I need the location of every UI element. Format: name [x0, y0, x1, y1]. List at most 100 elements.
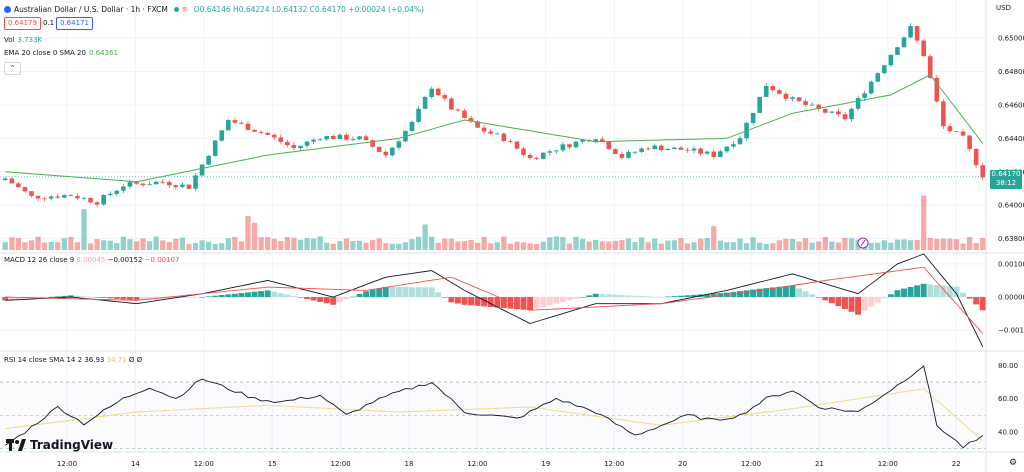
- candle: [836, 108, 841, 117]
- time-tick-label: 22: [952, 460, 961, 468]
- macd-hist-bar: [973, 297, 980, 305]
- macd-hist-bar: [684, 295, 691, 298]
- macd-legend[interactable]: MACD 12 26 close 9 0.00045 −0.00152 −0.0…: [4, 256, 179, 264]
- candle: [783, 92, 789, 102]
- volume-bar: [737, 238, 743, 250]
- currency-label[interactable]: USD: [996, 4, 1011, 12]
- candle: [107, 191, 113, 197]
- candle: [206, 154, 211, 166]
- volume-bar: [514, 241, 520, 250]
- replay-icon[interactable]: [857, 237, 869, 249]
- symbol-title[interactable]: Australian Dollar / U.S. Dollar · 1h · F…: [14, 4, 168, 14]
- macd-hist-bar: [842, 297, 848, 309]
- volume-bar: [914, 239, 920, 250]
- candle: [409, 120, 415, 132]
- candle: [101, 194, 106, 206]
- candle: [704, 150, 710, 155]
- macd-hist-bar: [454, 297, 461, 304]
- price-axis[interactable]: 0.650000.648000.646000.644000.642000.640…: [998, 35, 1024, 437]
- time-tick-label: 12:00: [331, 460, 351, 468]
- macd-hist-bar: [717, 293, 724, 298]
- macd-hist-bar: [271, 291, 278, 298]
- candle: [855, 95, 861, 111]
- candle: [173, 184, 179, 190]
- volume-bar: [402, 242, 409, 250]
- macd-hist-bar: [914, 285, 921, 298]
- volume-bar: [743, 243, 750, 250]
- macd-hist-bar: [350, 296, 356, 298]
- volume-bar: [265, 237, 271, 250]
- candle: [567, 143, 572, 150]
- macd-hist-bar: [835, 297, 842, 307]
- tradingview-logo: TradingView: [6, 438, 113, 452]
- macd-hist-bar: [376, 288, 383, 298]
- candle: [232, 117, 238, 124]
- last-price-tag: 0.64170 38:12: [990, 169, 1022, 189]
- macd-signal-line: [5, 266, 984, 334]
- volume-bar: [15, 238, 22, 250]
- volume-bar: [278, 240, 284, 250]
- candle: [809, 101, 815, 106]
- menu-icon[interactable]: ≡: [181, 5, 188, 13]
- macd-hist-bar: [540, 297, 547, 307]
- candle: [147, 181, 152, 186]
- volume-bar: [481, 236, 487, 250]
- macd-hist-bar: [527, 297, 534, 311]
- candle: [55, 193, 61, 199]
- gear-icon[interactable]: ⚙: [1009, 458, 1018, 468]
- candle: [665, 148, 671, 151]
- macd-hist-bar: [218, 295, 225, 298]
- candle: [9, 176, 15, 184]
- macd-hist-bar: [290, 296, 297, 298]
- candle: [68, 194, 74, 197]
- macd-hist-bar: [186, 297, 192, 298]
- macd-line: [5, 253, 984, 347]
- macd-hist-bar: [901, 288, 907, 298]
- volume-bar: [770, 243, 776, 250]
- macd-hist-bar: [625, 295, 632, 298]
- volume-bar: [757, 242, 763, 250]
- time-axis[interactable]: 12:00 14 12:00 15 12:00 18 12:00 19 12:00 20 12:00…: [57, 460, 961, 468]
- volume-bar: [455, 241, 461, 250]
- volume-legend[interactable]: Vol 3.733K: [4, 36, 42, 44]
- rsi-legend[interactable]: RSI 14 close SMA 14 2 36.93 34.71 Ø Ø: [4, 356, 142, 364]
- macd-hist-bar: [946, 286, 953, 298]
- spread-value: 0.1: [43, 19, 55, 27]
- macd-hist-bar: [599, 294, 606, 298]
- macd-hist-bar: [343, 297, 350, 300]
- volume-bar: [74, 242, 81, 250]
- ema-legend[interactable]: EMA 20 close 0 SMA 20 0.64361: [4, 49, 118, 57]
- candle: [777, 88, 782, 95]
- macd-hist-bar: [638, 296, 645, 298]
- candle: [540, 152, 546, 160]
- time-tick-label: 19: [541, 460, 550, 468]
- candle: [468, 115, 474, 123]
- volume-bar: [684, 243, 691, 250]
- buy-price-button[interactable]: 0.64171: [56, 17, 93, 30]
- sell-price-button[interactable]: 0.64179: [4, 17, 41, 30]
- volume-bar: [232, 236, 238, 250]
- rsi-tick-label: 80.00: [998, 362, 1018, 370]
- candle: [796, 97, 802, 102]
- time-tick-label: 21: [815, 460, 824, 468]
- macd-hist-bar: [769, 287, 776, 298]
- macd-hist-bar: [323, 297, 330, 304]
- volume-bar: [258, 237, 264, 250]
- volume-bar: [219, 243, 225, 250]
- market-open-dot-icon: [173, 6, 179, 12]
- macd-hist-bar: [796, 288, 802, 298]
- macd-hist-bar: [297, 297, 304, 298]
- candle: [140, 182, 146, 188]
- macd-hist-bar: [277, 293, 284, 298]
- chevron-up-icon[interactable]: ⌃: [4, 62, 21, 75]
- macd-hist-bar: [87, 296, 94, 298]
- candle: [731, 141, 736, 149]
- volume-bar: [776, 240, 782, 250]
- volume-bar: [48, 241, 54, 250]
- volume-bar: [973, 243, 979, 250]
- volume-bar: [442, 238, 448, 250]
- candle: [330, 134, 336, 140]
- candle: [278, 134, 284, 145]
- candle: [921, 39, 926, 57]
